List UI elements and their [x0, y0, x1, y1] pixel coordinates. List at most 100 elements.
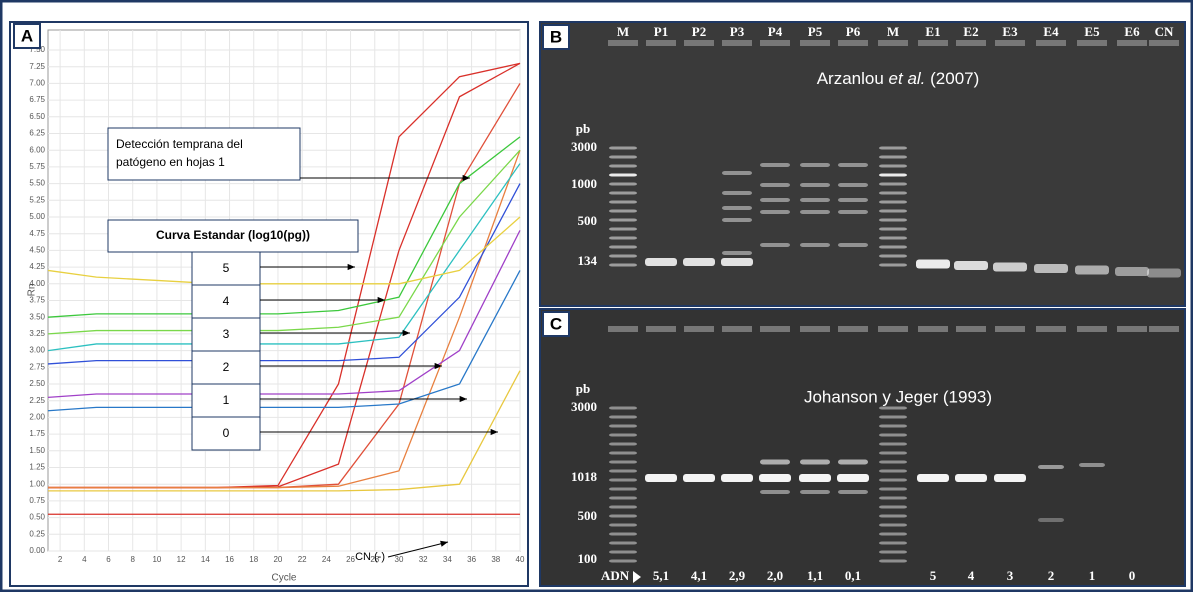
gel-well — [878, 326, 908, 332]
y-tick-label: 1.50 — [29, 446, 45, 455]
gel-band — [609, 559, 637, 563]
gel-band — [800, 163, 830, 167]
gel-band — [879, 227, 907, 231]
gel-band — [721, 474, 753, 482]
gel-band — [609, 478, 637, 482]
gel-band — [760, 198, 790, 202]
amplification-curve — [47, 163, 521, 352]
x-tick-label: 22 — [298, 555, 307, 564]
x-tick-label: 36 — [467, 555, 476, 564]
gel-band — [609, 451, 637, 455]
y-tick-label: 2.75 — [29, 362, 45, 371]
gel-band — [722, 191, 752, 195]
gel-band — [879, 496, 907, 500]
gel-band — [800, 243, 830, 247]
amount-label: 1 — [1089, 568, 1096, 583]
gel-band — [800, 183, 830, 187]
gel-band — [609, 191, 637, 195]
gel-band — [609, 263, 637, 267]
gel-band — [1115, 267, 1149, 276]
amount-label: 5,1 — [653, 568, 669, 583]
gel-band — [760, 490, 790, 494]
amount-label: 1,1 — [807, 568, 823, 583]
x-tick-label: 18 — [249, 555, 258, 564]
y-tick-label: 3.25 — [29, 329, 45, 338]
citation-part: et al. — [889, 69, 926, 88]
y-tick-label: 6.00 — [29, 145, 45, 154]
y-tick-label: 6.50 — [29, 112, 45, 121]
gel-well — [800, 326, 830, 332]
gel-band — [838, 210, 868, 214]
lane-label: P6 — [846, 24, 861, 39]
y-axis-label: Rn — [27, 284, 38, 297]
gel-well — [1036, 326, 1066, 332]
gel-band — [760, 459, 790, 465]
gel-band — [722, 206, 752, 210]
gel-band — [609, 550, 637, 554]
y-tick-label: 6.75 — [29, 95, 45, 104]
gel-band — [609, 227, 637, 231]
annotation-box — [107, 219, 359, 253]
annotation-box — [107, 127, 301, 181]
panel-label-box — [542, 24, 570, 50]
x-tick-label: 34 — [443, 555, 452, 564]
amount-label: 3 — [1007, 568, 1014, 583]
x-tick-label: 6 — [106, 555, 111, 564]
gel-band — [609, 146, 637, 150]
product-label: 134 — [578, 253, 598, 268]
y-tick-label: 6.25 — [29, 129, 45, 138]
citation: Arzanlou et al. (2007) — [817, 69, 980, 88]
panel-label-box — [13, 23, 41, 49]
gel-band — [800, 490, 830, 494]
y-tick-label: 2.50 — [29, 379, 45, 388]
marker — [633, 571, 641, 583]
gel-band — [879, 559, 907, 563]
gel-band — [838, 243, 868, 247]
lane-label: P2 — [692, 24, 706, 39]
x-tick-label: 38 — [491, 555, 500, 564]
gel-band — [994, 474, 1026, 482]
x-tick-label: 12 — [177, 555, 186, 564]
x-tick-label: 4 — [82, 555, 87, 564]
y-tick-label: 5.00 — [29, 212, 45, 221]
gel-band — [609, 164, 637, 168]
level-label: 1 — [223, 393, 230, 407]
gel-band — [838, 459, 868, 465]
gel-band — [879, 469, 907, 473]
amount-label: 4 — [968, 568, 975, 583]
gel-band — [722, 171, 752, 175]
gel-band — [879, 433, 907, 437]
gel-band — [609, 424, 637, 428]
gel-band — [879, 245, 907, 249]
gel-band — [954, 261, 988, 270]
gel-band — [800, 198, 830, 202]
ladder-label: 3000 — [571, 139, 597, 154]
gel-band — [760, 243, 790, 247]
gel-band — [879, 182, 907, 186]
gel-well — [838, 326, 868, 332]
unit-label: pb — [576, 381, 590, 396]
gel-band — [609, 487, 637, 491]
arrow-head — [347, 263, 355, 271]
level-label: 2 — [223, 360, 230, 374]
gel-well — [1077, 326, 1107, 332]
gel-band — [645, 474, 677, 482]
arrow — [387, 541, 449, 558]
y-tick-label: 4.75 — [29, 229, 45, 238]
gel-band — [609, 469, 637, 473]
gel-band — [609, 236, 637, 240]
x-tick-label: 14 — [201, 555, 210, 564]
gel-well — [760, 40, 790, 46]
gel-band — [838, 183, 868, 187]
x-tick-label: 30 — [395, 555, 404, 564]
gel-well — [646, 40, 676, 46]
gel-well — [878, 40, 908, 46]
y-tick-label: 4.25 — [29, 262, 45, 271]
amplification-curve — [47, 230, 521, 399]
gel-band — [838, 163, 868, 167]
gel-band — [917, 474, 949, 482]
x-tick-label: 20 — [273, 555, 282, 564]
amount-label: 4,1 — [691, 568, 707, 583]
gel-band — [1079, 463, 1105, 467]
y-tick-label: 3.00 — [29, 346, 45, 355]
